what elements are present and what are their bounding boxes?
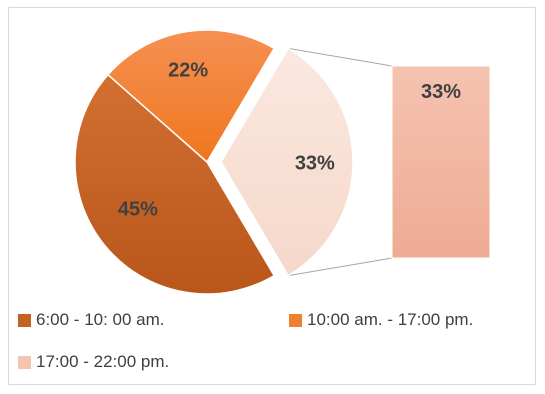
pie-data-label-1: 22% (168, 59, 208, 81)
legend-swatch-0 (18, 313, 31, 327)
legend-label-2: 17:00 - 22:00 pm. (36, 352, 170, 371)
legend-item-0: 6:00 - 10: 00 am. (18, 310, 165, 330)
secondary-bar-label-0: 33% (421, 81, 461, 103)
secondary-bar-0 (391, 65, 491, 259)
series-line-0 (288, 47, 393, 67)
legend-item-1: 10:00 am. - 17:00 pm. (289, 310, 473, 330)
pie-slice-0 (74, 73, 276, 295)
pie-slice-2 (220, 47, 354, 277)
pie-slice-1 (106, 29, 276, 164)
legend-swatch-2 (18, 355, 31, 369)
legend-label-1: 10:00 am. - 17:00 pm. (307, 310, 474, 329)
legend-swatch-1 (289, 313, 302, 327)
legend-label-0: 6:00 - 10: 00 am. (36, 310, 165, 329)
pie-data-label-0: 45% (118, 198, 158, 220)
pie-data-label-2: 33% (295, 152, 335, 174)
legend-item-2: 17:00 - 22:00 pm. (18, 352, 169, 372)
series-line-1 (288, 257, 393, 277)
